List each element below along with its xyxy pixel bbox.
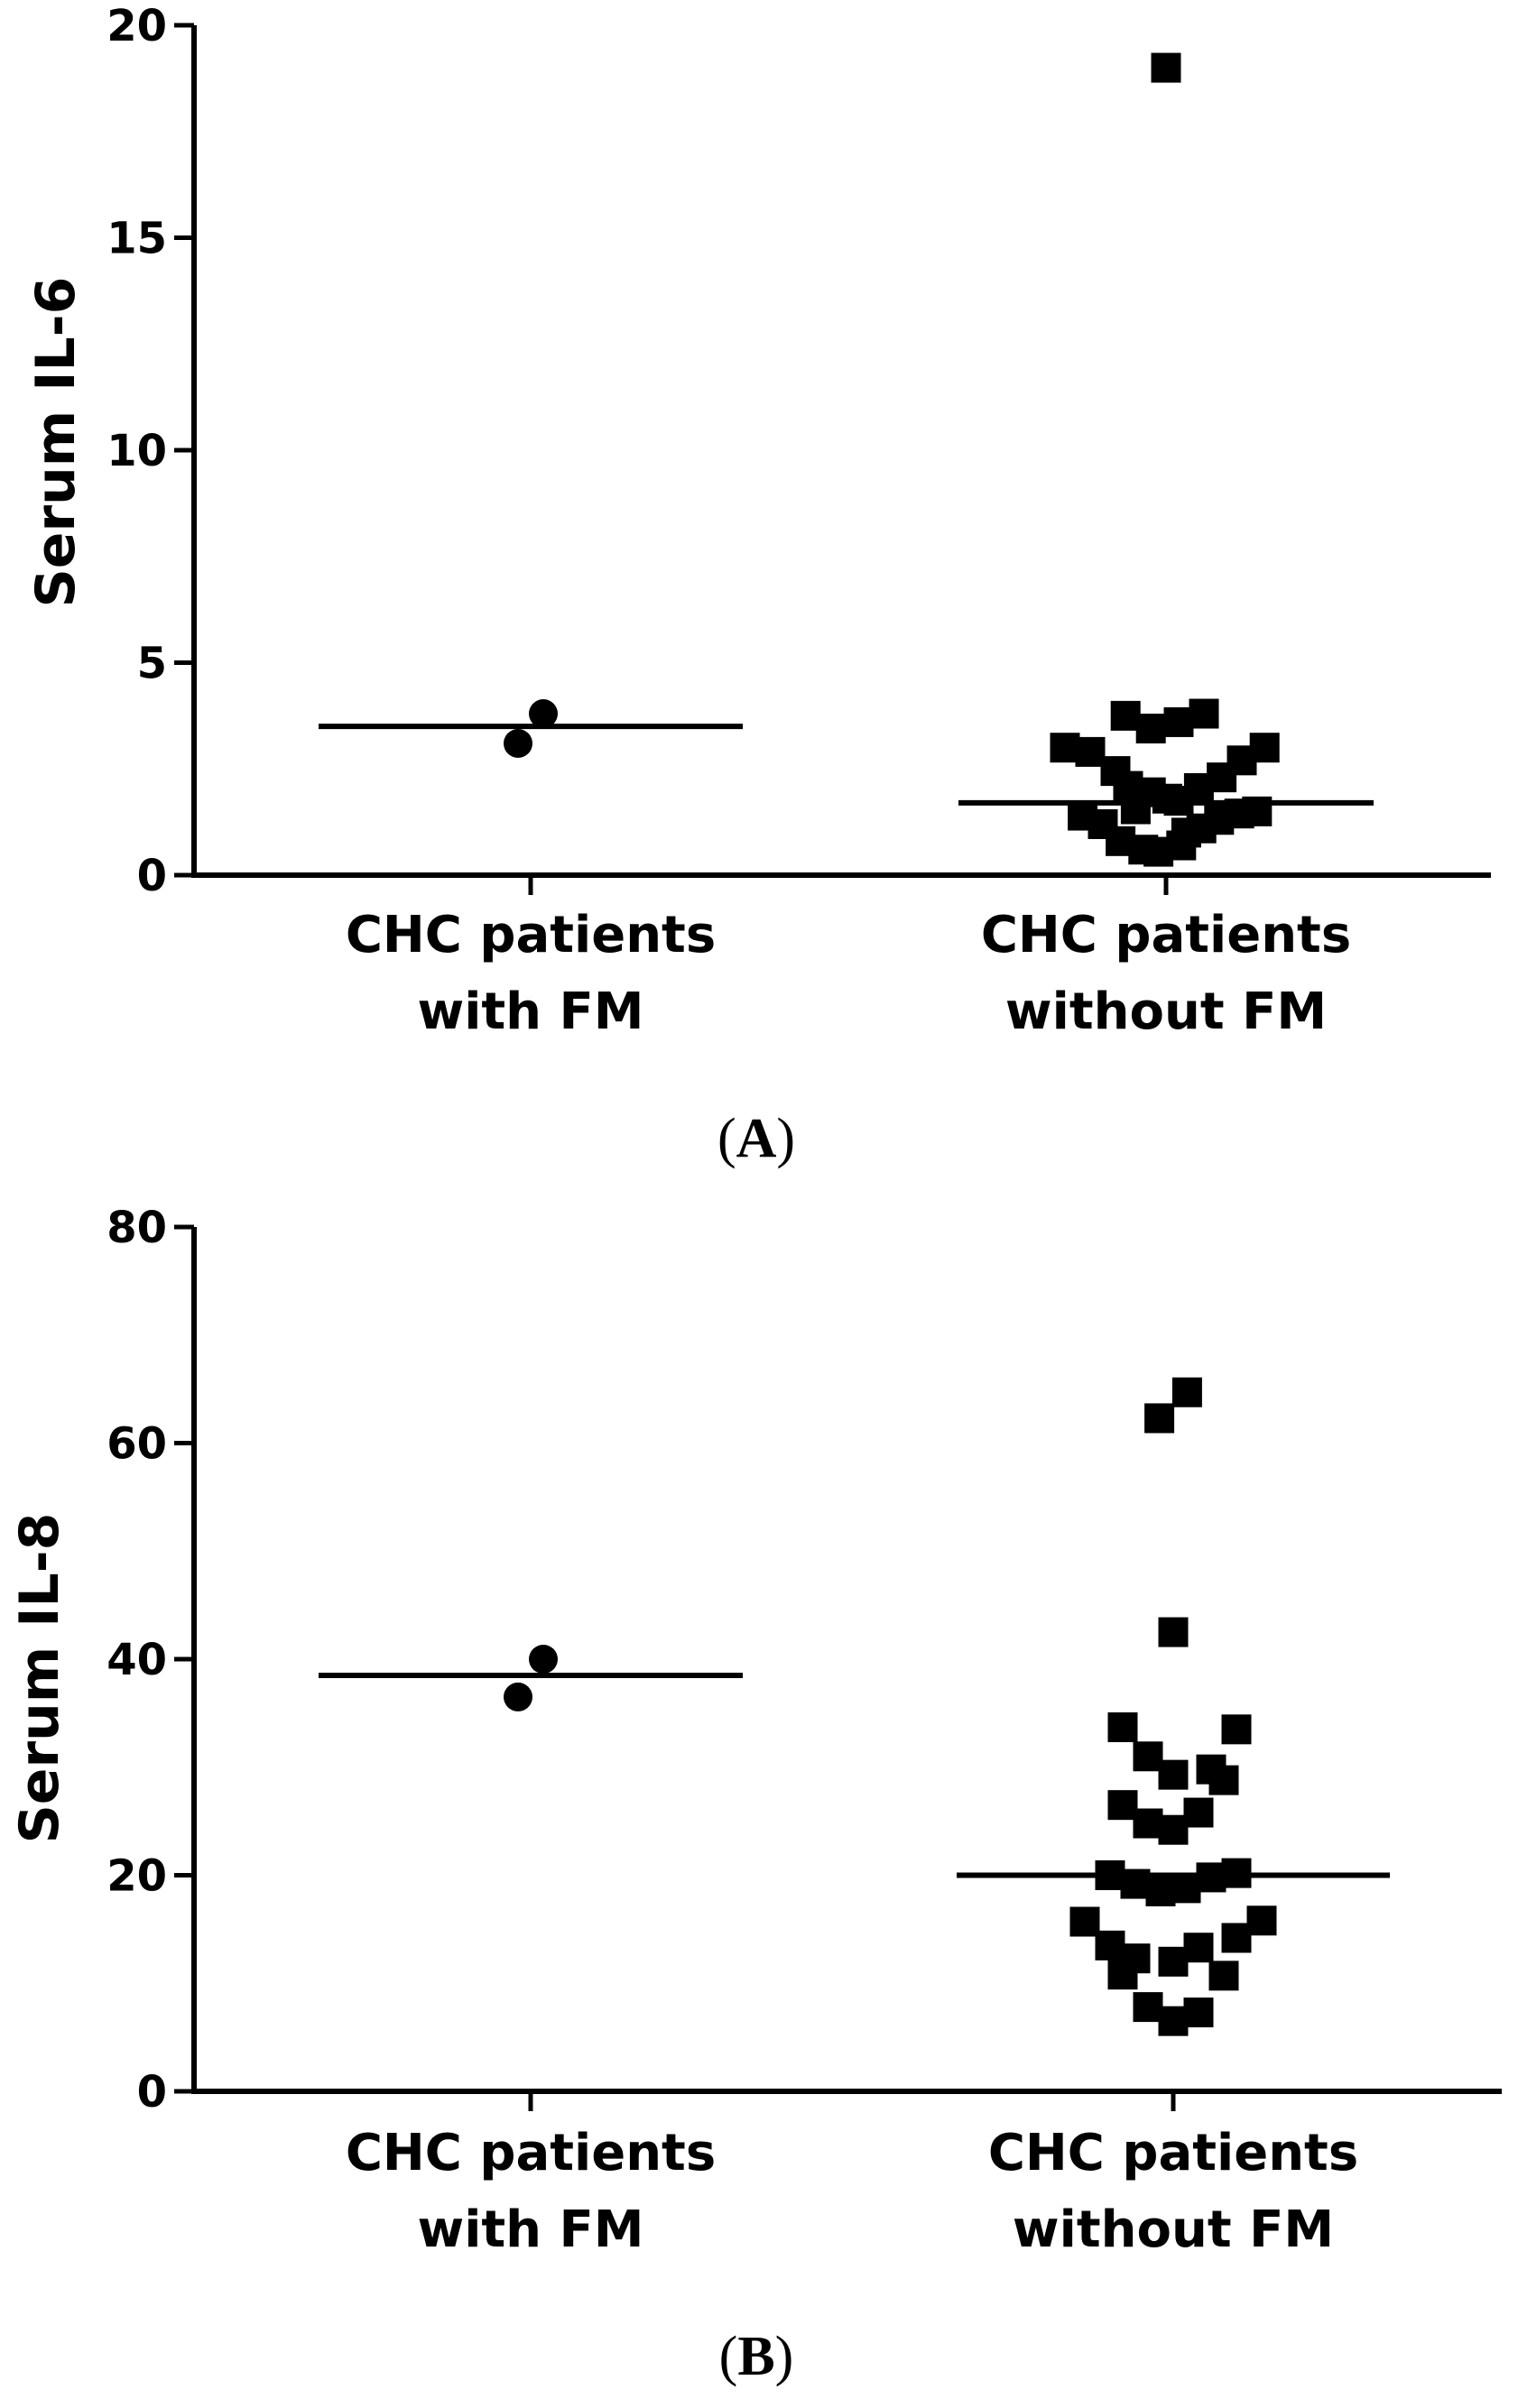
y-ticks: 0 20 40 60 80 [106,1203,194,2117]
y-tick-label: 5 [137,639,167,689]
y-tick-label: 60 [106,1419,167,1470]
panel-a: Serum IL-6 0 5 10 15 20 CHC patients with FM… [24,1,1491,1169]
data-point-square [1158,1617,1189,1647]
panel-label-b: (B) [719,2326,794,2387]
x-label-with-fm-line2: with FM [417,2200,643,2259]
x-label-with-fm-line1: CHC patients [346,906,716,964]
data-point-square [1133,1741,1163,1772]
data-points [319,1377,1390,2036]
data-point-square [1208,1765,1239,1795]
y-tick-label: 40 [106,1635,167,1685]
y-tick-label: 20 [106,1851,167,1902]
x-label-without-fm-line2: without FM [1005,983,1327,1041]
data-point-square [1183,1997,1214,2028]
data-point-square [1145,1876,1176,1906]
data-point-square [1183,1933,1214,1963]
data-point-square [1107,1960,1138,1990]
x-label-without-fm-line1: CHC patients [981,906,1351,964]
data-point-square [1246,1905,1277,1936]
y-tick-label: 0 [137,851,167,901]
data-point-square [1135,714,1166,744]
x-label-without-fm-line1: CHC patients [988,2124,1358,2182]
data-point-square [1069,1906,1100,1937]
panel-label-a: (A) [717,1108,795,1169]
data-point-circle [504,1682,532,1711]
data-point-square [1171,1873,1201,1904]
data-point-square [1158,1814,1189,1845]
x-label-with-fm-line1: CHC patients [346,2124,716,2182]
y-tick-label: 20 [106,1,167,51]
y-tick-label: 10 [106,426,167,476]
panel-b: Serum IL-8 0 20 40 60 80 CHC patients with F… [8,1203,1502,2387]
data-point-circle [529,699,558,729]
y-axis-title: Serum IL-6 [24,277,88,608]
data-point-square [1128,835,1159,865]
data-point-square [1110,700,1141,731]
x-label-without-fm-line2: without FM [1013,2200,1334,2259]
data-point-circle [504,728,532,758]
data-point-square [1133,1808,1163,1839]
data-point-square [1249,733,1280,763]
data-point-square [1208,1961,1239,1991]
data-point-square [1189,698,1219,729]
data-point-square [1183,1797,1214,1828]
data-point-square [1158,2006,1189,2036]
y-axis-title: Serum IL-8 [8,1513,71,1844]
data-point-square [1144,1403,1175,1434]
y-tick-label: 15 [106,214,167,264]
data-point-square [1151,52,1181,83]
data-point-square [1133,1992,1163,2023]
data-point-square [1050,733,1080,763]
data-point-square [1163,706,1194,737]
data-points [319,52,1374,867]
data-point-square [1075,736,1106,767]
data-point-square [1221,1714,1252,1745]
data-point-square [1095,1930,1125,1961]
x-categories: CHC patients with FM CHC patients withou… [346,2091,1358,2259]
data-point-square [1107,1790,1138,1821]
y-tick-label: 80 [106,1203,167,1253]
data-point-square [1158,1759,1189,1790]
x-categories: CHC patients with FM CHC patients withou… [346,875,1351,1041]
data-point-square [1158,1946,1189,1977]
x-label-with-fm-line2: with FM [417,983,643,1041]
data-point-square [1221,1923,1252,1953]
data-point-square [1107,1711,1138,1742]
data-point-circle [529,1645,558,1674]
y-ticks: 0 5 10 15 20 [106,1,194,901]
data-point-square [1186,813,1217,844]
data-point-square [1171,1377,1202,1407]
y-tick-label: 0 [137,2067,167,2117]
